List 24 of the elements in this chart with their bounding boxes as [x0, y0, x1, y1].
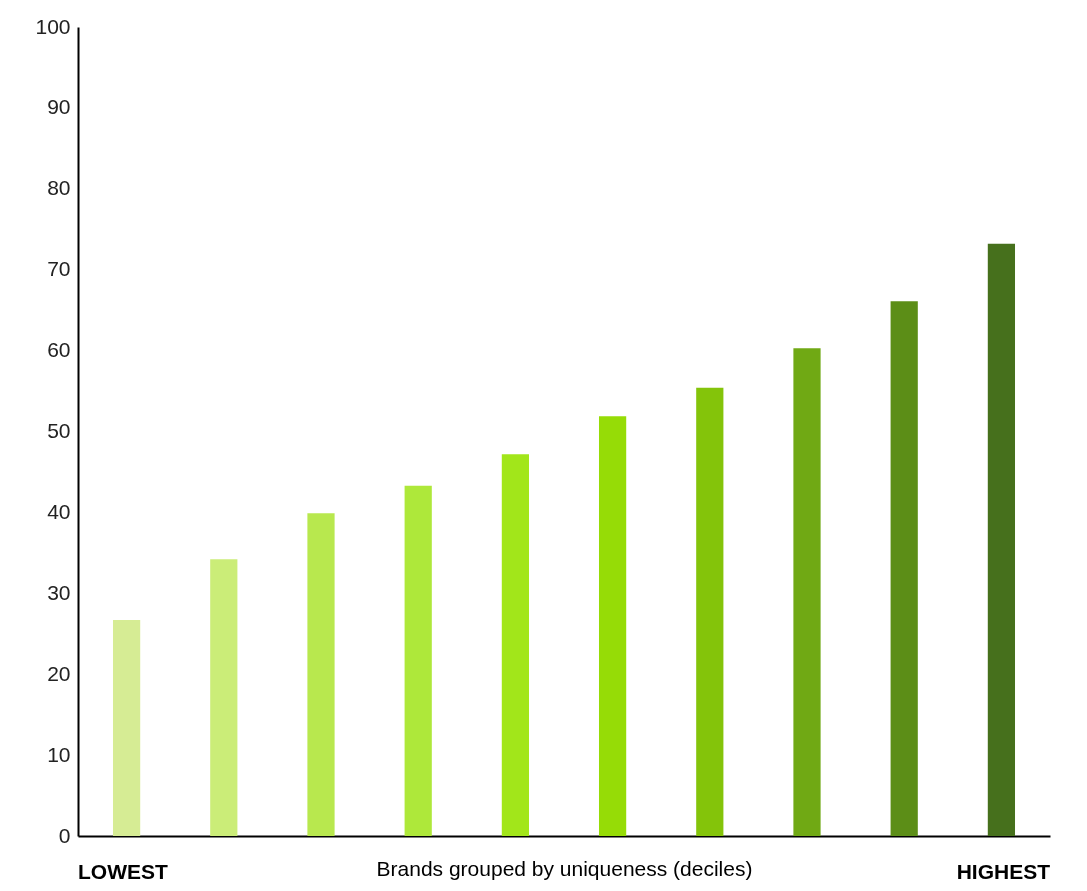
- y-tick-label: 90: [47, 95, 71, 119]
- y-tick-label: 0: [58, 823, 71, 847]
- y-tick-label: 70: [47, 257, 71, 281]
- y-tick-label: 20: [47, 661, 71, 685]
- bar: [404, 485, 432, 836]
- y-tick-label: 50: [47, 419, 71, 442]
- y-tick-label: 10: [47, 742, 71, 766]
- bar: [307, 513, 335, 836]
- bar: [112, 620, 141, 836]
- y-tick-label: 100: [35, 14, 71, 38]
- bar: [598, 416, 627, 836]
- y-tick-label: 60: [47, 338, 71, 362]
- y-tick-label: 30: [47, 580, 71, 604]
- bar: [501, 454, 530, 836]
- text: HIGHEST: [956, 860, 1051, 883]
- bar: [793, 348, 821, 836]
- bar: [210, 559, 238, 836]
- bar: [890, 301, 918, 836]
- bar: [987, 243, 1016, 836]
- y-tick-label: 40: [47, 499, 71, 523]
- x-axis-title: Brands grouped by uniqueness (deciles): [376, 856, 753, 880]
- bar: [696, 387, 724, 836]
- y-tick-label: 80: [47, 176, 71, 200]
- text: LOWEST: [78, 860, 168, 883]
